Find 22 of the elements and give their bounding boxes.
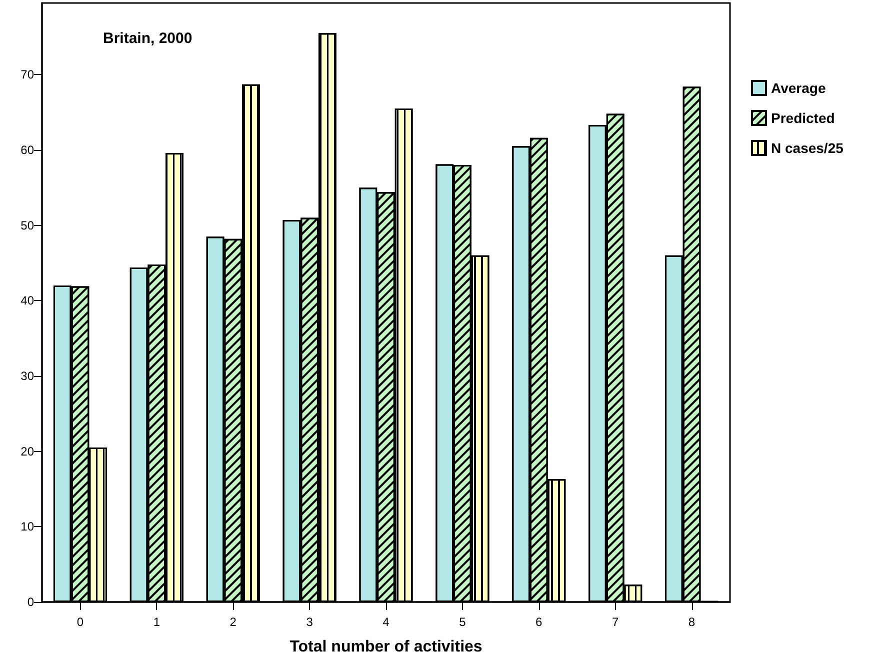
x-tick-label: 0 <box>76 615 84 629</box>
legend-label: N cases/25 <box>771 140 844 156</box>
y-tick-label: 50 <box>20 218 34 232</box>
y-tick-label: 30 <box>20 368 34 383</box>
y-tick-label: 0 <box>27 595 34 609</box>
y-tick-label: 40 <box>20 294 34 308</box>
x-tick-label: 2 <box>230 615 237 629</box>
x-tick-label: 8 <box>688 615 696 629</box>
x-tick-label: 1 <box>153 615 160 629</box>
x-tick-label: 6 <box>536 615 543 629</box>
x-axis-title: Total number of activities <box>290 638 482 656</box>
y-tick-label: 20 <box>20 444 34 458</box>
x-tick-label: 5 <box>459 615 466 629</box>
x-tick-label: 7 <box>612 615 619 629</box>
legend-label: Predicted <box>771 110 835 126</box>
legend-label: Average <box>771 80 826 96</box>
x-tick-label: 3 <box>306 615 314 629</box>
y-tick-label: 70 <box>20 68 34 82</box>
y-tick-label: 10 <box>20 520 34 534</box>
y-tick-label: 60 <box>20 142 34 157</box>
text: Britain, 2000 <box>103 30 192 47</box>
x-tick-label: 4 <box>382 615 390 629</box>
